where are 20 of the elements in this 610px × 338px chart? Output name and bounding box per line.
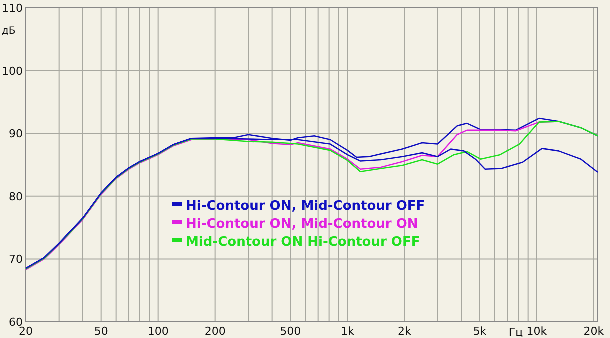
x-tick-label: 500 (280, 325, 302, 338)
y-tick-label: 80 (9, 190, 23, 204)
x-tick-label: 100 (148, 325, 169, 338)
legend-label: Mid-Contour ON Hi-Contour OFF (186, 235, 420, 250)
legend-label: Hi-Contour ON, Mid-Contour OFF (186, 199, 426, 214)
x-axis-title: Гц (508, 326, 524, 338)
x-tick-label: 20 (19, 325, 33, 338)
y-tick-label: 100 (2, 64, 23, 78)
x-tick-label: 10k (526, 325, 548, 338)
y-tick-label: 70 (9, 253, 23, 266)
y-axis-title: дБ (2, 26, 16, 37)
y-tick-label: 110 (2, 2, 23, 15)
x-tick-label: 20k (584, 325, 605, 338)
x-tick-label: 1k (340, 325, 355, 338)
x-tick-label: 50 (94, 325, 108, 338)
legend-label: Hi-Contour ON, Mid-Contour ON (186, 217, 418, 232)
x-tick-label: 200 (204, 325, 226, 338)
x-tick-label: 2k (398, 325, 412, 338)
x-tick-label: 5k (473, 325, 488, 338)
y-tick-label: 90 (9, 128, 23, 141)
